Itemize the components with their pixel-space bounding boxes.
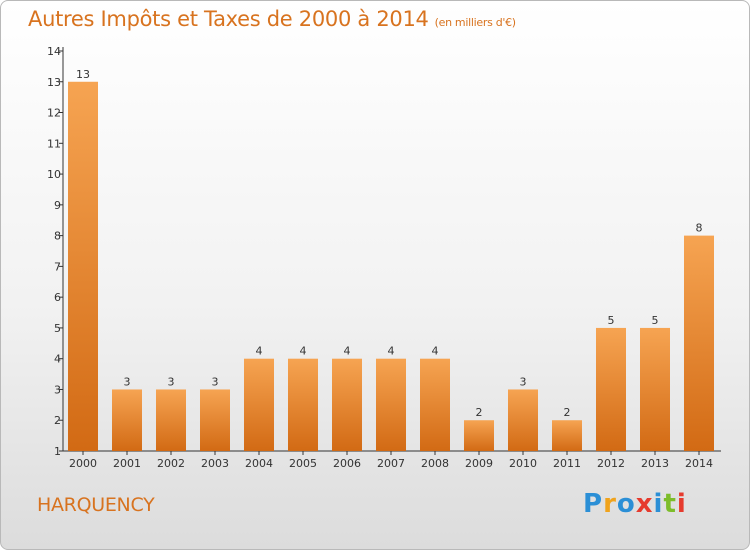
y-tick-label: 3 xyxy=(54,383,61,396)
data-label: 5 xyxy=(652,314,659,327)
data-label: 13 xyxy=(76,68,90,81)
bar xyxy=(640,327,670,451)
bar xyxy=(156,389,186,451)
x-tick-label: 2011 xyxy=(553,457,581,470)
x-tick-label: 2010 xyxy=(509,457,537,470)
data-label: 5 xyxy=(608,314,615,327)
y-tick-label: 6 xyxy=(54,291,61,304)
bar xyxy=(244,358,274,451)
bar xyxy=(596,327,626,451)
bar xyxy=(200,389,230,451)
logo-letter: P xyxy=(583,489,604,519)
chart-title: Autres Impôts et Taxes de 2000 à 2014 (en… xyxy=(28,7,516,31)
data-label: 4 xyxy=(388,345,395,358)
logo-letter: o xyxy=(616,489,636,519)
x-tick-label: 2002 xyxy=(157,457,185,470)
bar xyxy=(508,389,538,451)
y-tick-label: 8 xyxy=(54,230,61,243)
data-label: 3 xyxy=(168,375,175,388)
proxiti-logo: Proxiti xyxy=(583,489,687,519)
x-tick-label: 2005 xyxy=(289,457,317,470)
y-tick-label: 9 xyxy=(54,199,61,212)
x-tick-label: 2006 xyxy=(333,457,361,470)
y-tick-label: 2 xyxy=(54,414,61,427)
x-tick-label: 2007 xyxy=(377,457,405,470)
data-label: 2 xyxy=(564,406,571,419)
x-tick-label: 2000 xyxy=(69,457,97,470)
data-label: 3 xyxy=(520,375,527,388)
x-tick-label: 2004 xyxy=(245,457,273,470)
x-tick-label: 2013 xyxy=(641,457,669,470)
logo-letter: t xyxy=(663,489,677,519)
bar xyxy=(288,358,318,451)
data-label: 3 xyxy=(124,375,131,388)
y-tick-label: 14 xyxy=(47,45,61,58)
bar xyxy=(464,420,494,451)
data-label: 4 xyxy=(256,345,263,358)
chart-unit: (en milliers d'€) xyxy=(434,16,516,29)
y-tick-label: 11 xyxy=(47,137,61,150)
bar xyxy=(684,235,714,451)
logo-letter: i xyxy=(653,489,664,519)
data-label: 4 xyxy=(300,345,307,358)
data-label: 4 xyxy=(344,345,351,358)
commune-name: HARQUENCY xyxy=(37,494,155,516)
x-tick-label: 2012 xyxy=(597,457,625,470)
data-label: 3 xyxy=(212,375,219,388)
bar xyxy=(332,358,362,451)
bar xyxy=(68,81,98,452)
y-tick-label: 4 xyxy=(54,353,61,366)
bar xyxy=(420,358,450,451)
y-tick-label: 7 xyxy=(54,260,61,273)
y-tick-label: 1 xyxy=(54,445,61,458)
data-label: 8 xyxy=(696,222,703,235)
x-tick-label: 2003 xyxy=(201,457,229,470)
x-tick-label: 2014 xyxy=(685,457,713,470)
y-tick-label: 13 xyxy=(47,76,61,89)
chart-title-text: Autres Impôts et Taxes de 2000 à 2014 xyxy=(28,7,429,31)
x-tick-label: 2008 xyxy=(421,457,449,470)
y-tick-label: 10 xyxy=(47,168,61,181)
bar xyxy=(112,389,142,451)
y-tick-label: 5 xyxy=(54,322,61,335)
bar xyxy=(376,358,406,451)
x-tick-label: 2009 xyxy=(465,457,493,470)
bar xyxy=(552,420,582,451)
y-tick-label: 12 xyxy=(47,107,61,120)
logo-letter: i xyxy=(676,489,687,519)
logo-letter: r xyxy=(603,489,617,519)
logo-letter: x xyxy=(635,489,654,519)
data-label: 2 xyxy=(476,406,483,419)
x-tick-label: 2001 xyxy=(113,457,141,470)
data-label: 4 xyxy=(432,345,439,358)
